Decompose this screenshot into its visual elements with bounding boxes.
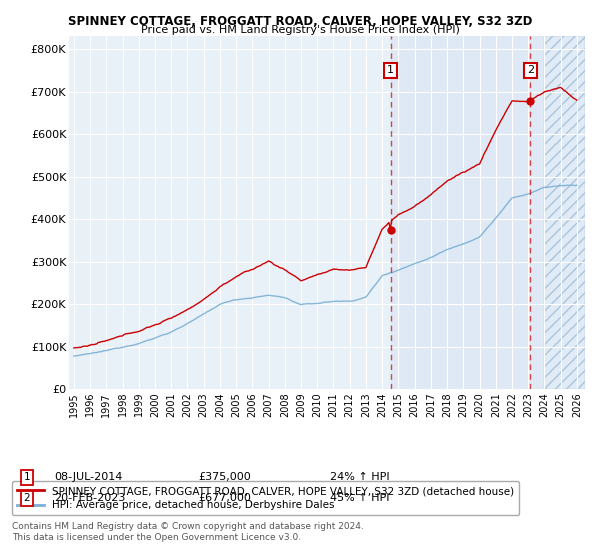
Legend: SPINNEY COTTAGE, FROGGATT ROAD, CALVER, HOPE VALLEY, S32 3ZD (detached house), H: SPINNEY COTTAGE, FROGGATT ROAD, CALVER, … [12,481,519,515]
Text: 45% ↑ HPI: 45% ↑ HPI [330,493,389,503]
Text: 2: 2 [527,66,534,76]
Text: 1: 1 [23,472,31,482]
Bar [544,36,585,389]
Text: £677,000: £677,000 [198,493,251,503]
Text: 1: 1 [387,66,394,76]
Text: This data is licensed under the Open Government Licence v3.0.: This data is licensed under the Open Gov… [12,533,301,542]
Text: 2: 2 [23,493,31,503]
Bar [391,36,544,389]
Text: 20-FEB-2023: 20-FEB-2023 [54,493,125,503]
Text: £375,000: £375,000 [198,472,251,482]
Bar [544,36,585,389]
Text: 24% ↑ HPI: 24% ↑ HPI [330,472,389,482]
Text: Price paid vs. HM Land Registry's House Price Index (HPI): Price paid vs. HM Land Registry's House … [140,25,460,35]
Text: SPINNEY COTTAGE, FROGGATT ROAD, CALVER, HOPE VALLEY, S32 3ZD: SPINNEY COTTAGE, FROGGATT ROAD, CALVER, … [68,15,532,27]
Text: 08-JUL-2014: 08-JUL-2014 [54,472,122,482]
Text: Contains HM Land Registry data © Crown copyright and database right 2024.: Contains HM Land Registry data © Crown c… [12,522,364,531]
